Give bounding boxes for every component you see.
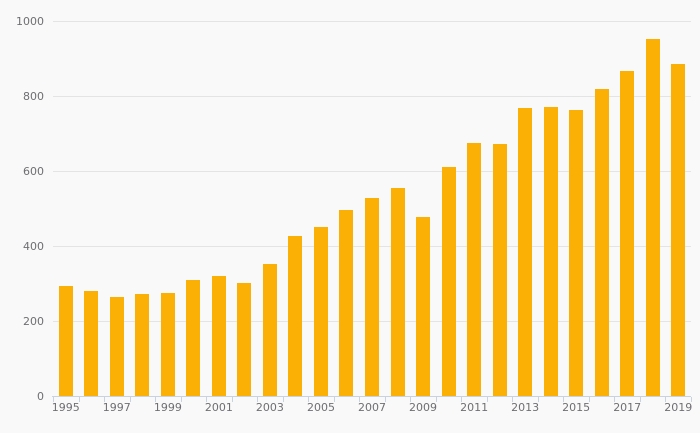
x-tick (538, 397, 539, 402)
x-tick (79, 397, 80, 402)
x-axis-label-2001: 2001 (204, 401, 233, 414)
gridline-y-600 (53, 170, 691, 172)
bar-2008[interactable] (390, 187, 405, 396)
x-axis-label-2003: 2003 (255, 401, 284, 414)
bar-2002[interactable] (237, 282, 252, 396)
y-axis-label-0: 0 (37, 390, 44, 403)
x-tick (206, 397, 207, 402)
x-tick (232, 397, 233, 402)
bar-1997[interactable] (109, 297, 124, 396)
x-axis-label-2005: 2005 (306, 401, 335, 414)
bar-2005[interactable] (313, 227, 328, 396)
x-axis-label-1997: 1997 (102, 401, 131, 414)
bar-2001[interactable] (211, 275, 226, 396)
x-tick (614, 397, 615, 402)
x-tick (308, 397, 309, 402)
x-axis-label-2007: 2007 (358, 401, 386, 414)
bar-2013[interactable] (518, 108, 533, 396)
bar-2010[interactable] (441, 167, 456, 396)
x-tick (691, 397, 692, 402)
x-tick (436, 397, 437, 402)
bar-2009[interactable] (416, 217, 431, 396)
bar-2011[interactable] (467, 142, 482, 396)
bar-2016[interactable] (594, 88, 609, 396)
bar-1995[interactable] (58, 286, 73, 396)
x-tick (130, 397, 131, 402)
x-axis-label-2019: 2019 (664, 401, 693, 414)
bar-2018[interactable] (645, 39, 660, 396)
x-axis-label-2011: 2011 (460, 401, 489, 414)
plot-area (53, 20, 691, 396)
bar-1998[interactable] (135, 294, 150, 396)
x-tick (385, 397, 386, 402)
x-axis-label-1995: 1995 (51, 401, 80, 414)
x-axis-label-2013: 2013 (511, 401, 540, 414)
y-axis-label-1000: 1000 (16, 15, 44, 28)
x-axis-label-1999: 1999 (153, 401, 182, 414)
y-axis-label-400: 400 (23, 240, 44, 253)
gridline-y-800 (53, 95, 691, 97)
x-tick (589, 397, 590, 402)
bar-1999[interactable] (160, 292, 175, 396)
x-tick (53, 397, 54, 402)
x-tick (334, 397, 335, 402)
bar-2012[interactable] (492, 144, 507, 396)
bar-2017[interactable] (620, 70, 635, 396)
x-tick (257, 397, 258, 402)
bar-2003[interactable] (262, 264, 277, 396)
y-axis-label-800: 800 (23, 90, 44, 103)
bar-2004[interactable] (288, 235, 303, 396)
x-axis-label-2017: 2017 (613, 401, 642, 414)
x-tick (563, 397, 564, 402)
bar-2014[interactable] (543, 106, 558, 396)
x-tick (512, 397, 513, 402)
x-axis-label-2015: 2015 (562, 401, 591, 414)
x-tick (665, 397, 666, 402)
gridline-y-1000 (53, 20, 691, 22)
x-axis-line (52, 396, 691, 397)
y-axis-label-200: 200 (23, 315, 44, 328)
x-tick (155, 397, 156, 402)
bar-2006[interactable] (339, 210, 354, 396)
x-tick (359, 397, 360, 402)
x-tick (181, 397, 182, 402)
x-tick (410, 397, 411, 402)
y-axis-label-600: 600 (23, 165, 44, 178)
bar-1996[interactable] (84, 291, 99, 396)
bar-2007[interactable] (365, 198, 379, 396)
x-tick (640, 397, 641, 402)
bar-2000[interactable] (186, 279, 201, 396)
bar-2015[interactable] (569, 109, 584, 396)
x-tick (283, 397, 284, 402)
x-tick (104, 397, 105, 402)
bar-2019[interactable] (671, 63, 686, 396)
x-tick (487, 397, 488, 402)
x-tick (461, 397, 462, 402)
x-axis-label-2009: 2009 (409, 401, 438, 414)
